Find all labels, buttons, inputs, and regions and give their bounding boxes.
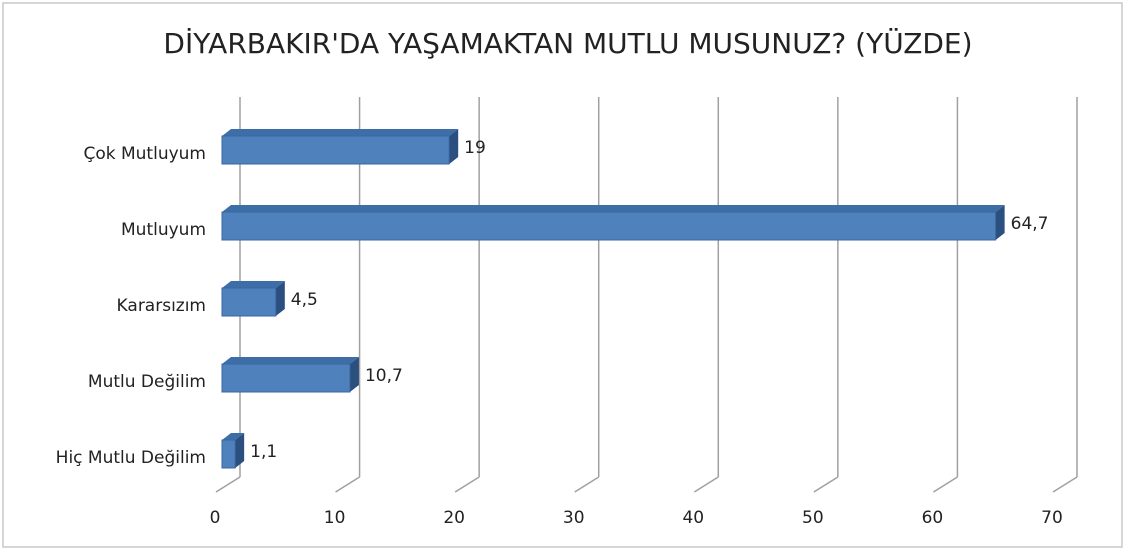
- x-tick-label: 10: [324, 508, 346, 528]
- bar: [221, 287, 277, 317]
- bar-top: [222, 433, 245, 440]
- bar-top: [222, 129, 459, 136]
- bar-side: [449, 129, 459, 164]
- bar-top: [222, 357, 359, 364]
- y-tick-label: Hiç Mutlu Değilim: [56, 448, 206, 468]
- floor-line: [1052, 476, 1078, 493]
- floor-line: [335, 476, 360, 493]
- bar-side: [349, 357, 359, 392]
- bar: [221, 135, 450, 165]
- y-tick-label: Mutlu Değilim: [88, 372, 206, 392]
- floor-line: [813, 476, 839, 493]
- bar-top: [222, 281, 285, 288]
- x-tick-label: 30: [563, 508, 585, 528]
- bar-side: [995, 205, 1005, 240]
- floor-line: [693, 476, 719, 493]
- chart-title: DİYARBAKIR'DA YAŞAMAKTAN MUTLU MUSUNUZ? …: [163, 26, 972, 60]
- bar: [221, 211, 997, 241]
- value-label: 4,5: [291, 290, 318, 310]
- bar-side: [275, 281, 285, 316]
- x-tick-label: 60: [922, 508, 944, 528]
- x-tick-label: 40: [682, 508, 704, 528]
- x-tick-label: 50: [802, 508, 824, 528]
- x-tick-label: 20: [443, 508, 465, 528]
- floor-line: [454, 476, 480, 493]
- value-label: 64,7: [1011, 214, 1049, 234]
- floor-line: [215, 476, 241, 493]
- bar: [221, 439, 236, 469]
- y-tick-label: Kararsızım: [117, 296, 206, 316]
- floor-line: [933, 476, 958, 493]
- bar: [221, 363, 351, 393]
- value-label: 10,7: [365, 366, 403, 386]
- bar-side: [235, 433, 245, 468]
- bar-top: [222, 205, 1005, 212]
- floor-line: [574, 476, 600, 493]
- y-tick-label: Çok Mutluyum: [83, 144, 206, 164]
- x-tick-label: 70: [1041, 508, 1063, 528]
- value-label: 1,1: [250, 442, 277, 462]
- x-tick-label: 0: [210, 508, 221, 528]
- y-tick-label: Mutluyum: [121, 220, 206, 240]
- value-label: 19: [464, 138, 486, 158]
